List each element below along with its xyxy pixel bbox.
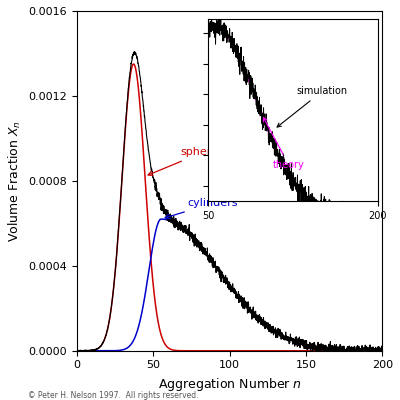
- Text: © Peter H. Nelson 1997.  All rights reserved.: © Peter H. Nelson 1997. All rights reser…: [28, 391, 198, 400]
- Text: cylinders: cylinders: [165, 198, 238, 219]
- Text: spheres: spheres: [148, 147, 225, 175]
- X-axis label: Aggregation Number $n$: Aggregation Number $n$: [158, 376, 302, 393]
- Y-axis label: Volume Fraction $X_n$: Volume Fraction $X_n$: [7, 120, 23, 242]
